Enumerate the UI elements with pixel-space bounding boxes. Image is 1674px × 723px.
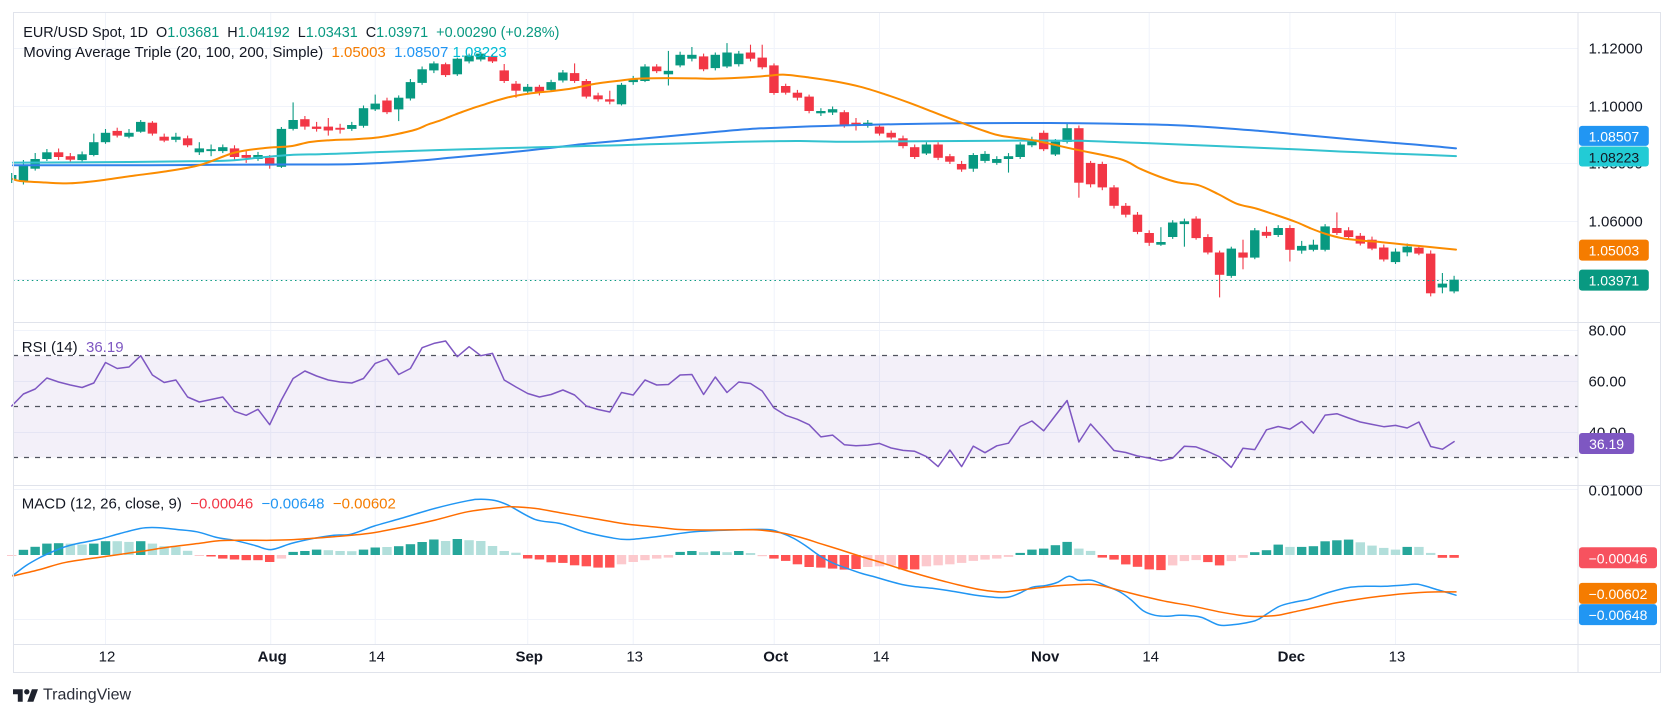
svg-text:Sep: Sep	[515, 649, 543, 666]
svg-text:0.01000: 0.01000	[1589, 482, 1643, 499]
svg-text:Dec: Dec	[1278, 649, 1306, 666]
svg-text:1.10000: 1.10000	[1589, 99, 1643, 116]
svg-text:13: 13	[1389, 649, 1406, 666]
svg-text:13: 13	[626, 649, 643, 666]
svg-text:Aug: Aug	[258, 649, 287, 666]
svg-text:1.08223: 1.08223	[1589, 149, 1640, 165]
svg-text:MACD (12, 26, close, 9) −0.00: MACD (12, 26, close, 9) −0.00046 −0.0064…	[22, 495, 396, 512]
svg-text:1.08507: 1.08507	[1589, 129, 1640, 145]
svg-text:−0.00046: −0.00046	[1589, 550, 1648, 566]
svg-text:60.00: 60.00	[1589, 374, 1627, 391]
svg-text:1.05003: 1.05003	[1589, 243, 1640, 259]
svg-text:80.00: 80.00	[1589, 323, 1627, 340]
svg-text:RSI (14) 36.19: RSI (14) 36.19	[22, 339, 124, 356]
svg-text:Nov: Nov	[1031, 649, 1060, 666]
svg-text:−0.00602: −0.00602	[1589, 586, 1648, 602]
svg-text:36.19: 36.19	[1589, 436, 1624, 452]
svg-text:TradingView: TradingView	[43, 687, 131, 704]
svg-text:1.03971: 1.03971	[1589, 273, 1640, 289]
svg-text:EUR/USD Spot, 1D O1.03681 H1: EUR/USD Spot, 1D O1.03681 H1.04192 L1.03…	[23, 25, 559, 41]
svg-text:14: 14	[368, 649, 385, 666]
svg-text:−0.00648: −0.00648	[1589, 607, 1648, 623]
svg-text:14: 14	[873, 649, 890, 666]
svg-text:1.06000: 1.06000	[1589, 214, 1643, 231]
svg-text:14: 14	[1142, 649, 1159, 666]
svg-text:12: 12	[99, 649, 116, 666]
svg-text:Oct: Oct	[763, 649, 788, 666]
svg-text:1.12000: 1.12000	[1589, 41, 1643, 58]
svg-text:Moving Average Triple (20, 100: Moving Average Triple (20, 100, 200, Sim…	[23, 44, 506, 61]
